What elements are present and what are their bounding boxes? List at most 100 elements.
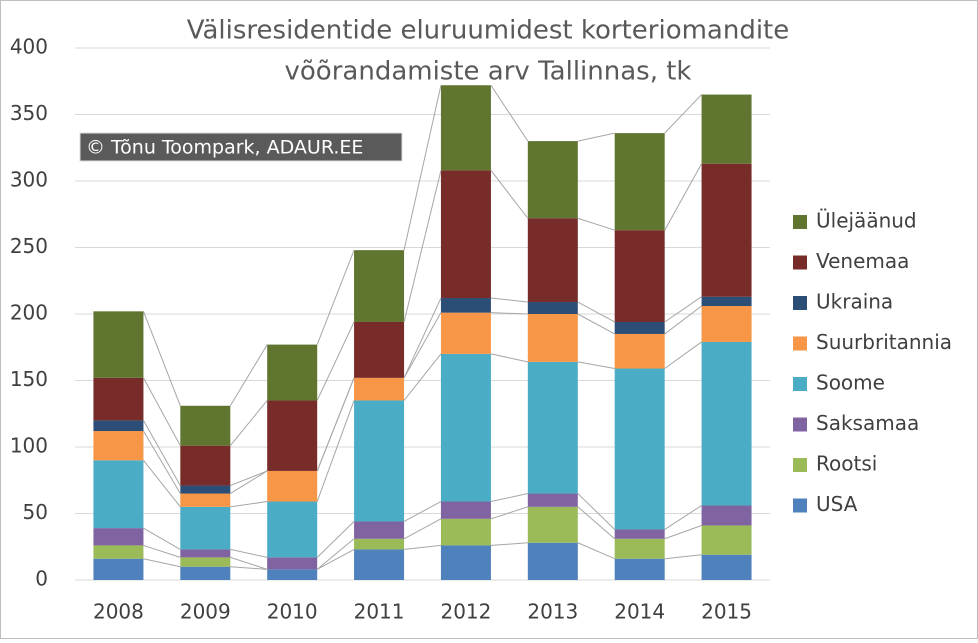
legend-label: Suurbritannia bbox=[816, 330, 952, 354]
bar-segment bbox=[440, 85, 491, 171]
bar-segment bbox=[440, 298, 491, 313]
bar-segment bbox=[267, 501, 318, 558]
bar-segment bbox=[93, 377, 144, 421]
series-line bbox=[664, 341, 702, 369]
bar-segment bbox=[354, 321, 405, 378]
legend-swatch bbox=[793, 417, 807, 432]
bar-segment bbox=[527, 314, 578, 362]
legend-swatch bbox=[793, 296, 807, 310]
bar-segment bbox=[93, 545, 144, 559]
series-line bbox=[403, 170, 442, 323]
bar-segment bbox=[614, 133, 665, 231]
legend-label: Rootsi bbox=[816, 452, 877, 476]
series-line bbox=[403, 518, 442, 540]
x-tick-label: 2010 bbox=[267, 600, 318, 624]
series-line bbox=[229, 344, 268, 407]
x-tick-label: 2013 bbox=[527, 600, 578, 624]
badge bbox=[79, 132, 403, 162]
series-line bbox=[230, 566, 268, 570]
y-tick-label: 150 bbox=[10, 367, 48, 391]
y-tick-label: 250 bbox=[10, 234, 48, 258]
bar-segment bbox=[701, 525, 752, 555]
legend-label: USA bbox=[816, 492, 858, 516]
series-line bbox=[577, 301, 615, 323]
bar-segment bbox=[701, 554, 752, 580]
series-line bbox=[142, 311, 181, 406]
bar-segment bbox=[440, 518, 491, 546]
series-line bbox=[577, 132, 615, 142]
series-line bbox=[577, 506, 616, 540]
bar-segment bbox=[93, 431, 144, 461]
bar-segment bbox=[440, 545, 491, 580]
x-tick-label: 2015 bbox=[701, 600, 752, 624]
bar-segment bbox=[614, 230, 665, 322]
series-line bbox=[664, 94, 702, 134]
series-line bbox=[664, 554, 702, 560]
legend-swatch bbox=[793, 215, 807, 229]
series-line bbox=[490, 506, 528, 520]
series-line bbox=[577, 542, 615, 560]
series-line bbox=[403, 297, 442, 379]
bar-segment bbox=[354, 377, 405, 401]
series-line bbox=[316, 249, 355, 345]
series-line bbox=[143, 544, 181, 558]
series-line bbox=[316, 521, 355, 558]
bar-segment bbox=[93, 460, 144, 529]
chart-title: Välisresidentide eluruumidest korterioma… bbox=[187, 16, 790, 46]
bar-segment bbox=[614, 321, 665, 334]
bar-segment bbox=[267, 569, 318, 580]
bar-segment bbox=[354, 400, 405, 522]
bar-segment bbox=[701, 163, 752, 297]
y-tick-label: 300 bbox=[10, 168, 48, 192]
bar-segment bbox=[180, 445, 231, 486]
series-line bbox=[490, 170, 529, 219]
bar-segment bbox=[527, 493, 578, 507]
bar-segment bbox=[354, 250, 405, 322]
legend-swatch bbox=[793, 498, 807, 513]
legend-label: Ülejäänud bbox=[816, 209, 917, 233]
bar-segment bbox=[440, 353, 491, 502]
bar-segment bbox=[440, 170, 491, 299]
series-line bbox=[664, 524, 702, 540]
series-line bbox=[142, 377, 181, 446]
bar-segment bbox=[354, 521, 405, 539]
legend-swatch bbox=[793, 255, 807, 270]
bar-segment bbox=[267, 344, 318, 401]
series-line bbox=[230, 470, 268, 487]
bar-segment bbox=[527, 302, 578, 314]
series-line bbox=[490, 297, 528, 303]
series-line bbox=[316, 400, 355, 502]
legend-label: Venemaa bbox=[816, 249, 909, 273]
legend-swatch bbox=[793, 336, 807, 351]
x-tick-label: 2011 bbox=[354, 600, 405, 624]
series-line bbox=[664, 296, 702, 323]
y-tick-label: 0 bbox=[35, 567, 48, 591]
bar-segment bbox=[440, 312, 491, 354]
bar-segment bbox=[614, 368, 665, 530]
legend-label: Saksamaa bbox=[816, 411, 919, 435]
series-line bbox=[664, 163, 702, 231]
series-line bbox=[230, 501, 268, 508]
bar-segment bbox=[93, 311, 144, 378]
series-line bbox=[230, 548, 268, 558]
series-line bbox=[403, 312, 442, 379]
y-tick-label: 200 bbox=[10, 301, 48, 325]
bar-segment bbox=[180, 493, 231, 507]
bar-segment bbox=[527, 218, 578, 303]
series-line bbox=[403, 85, 442, 251]
bar-segment bbox=[180, 485, 231, 494]
bar-segment bbox=[267, 470, 318, 502]
series-line bbox=[490, 84, 529, 142]
chart-title: võõrandamiste arv Tallinnas, tk bbox=[285, 57, 692, 87]
bar-segment bbox=[614, 538, 665, 559]
series-line bbox=[664, 505, 702, 530]
bar-segment bbox=[527, 141, 578, 219]
bar-segment bbox=[527, 361, 578, 494]
series-line bbox=[490, 353, 528, 363]
series-line bbox=[230, 556, 268, 570]
series-line bbox=[577, 493, 616, 530]
bar-segment bbox=[354, 538, 405, 550]
bar-segment bbox=[614, 558, 665, 580]
bar-segment bbox=[701, 505, 752, 526]
